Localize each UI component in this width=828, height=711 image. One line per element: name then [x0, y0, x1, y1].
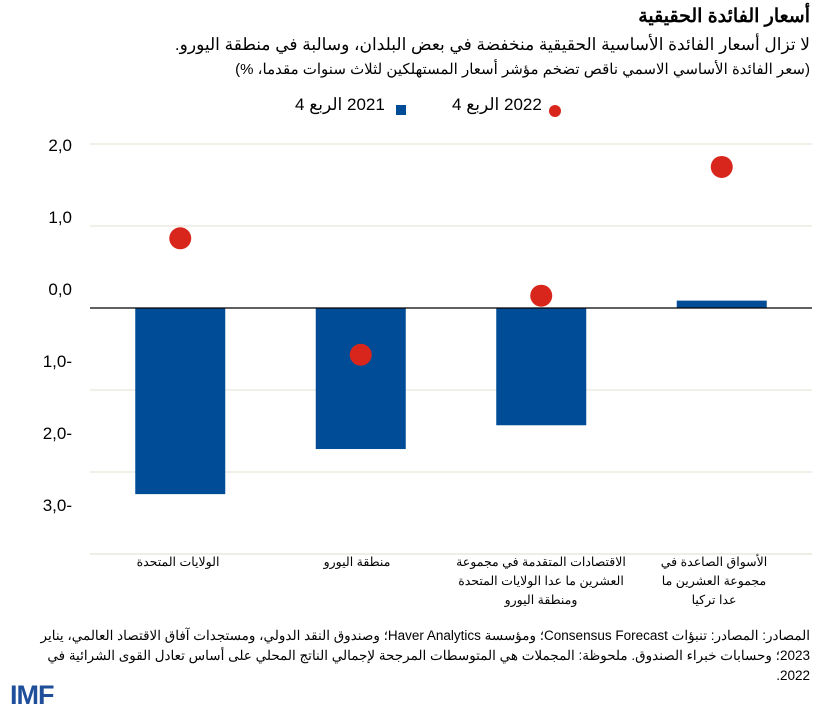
legend-dot-marker [549, 105, 561, 117]
category-label: الاقتصادات المتقدمة في مجموعة العشرين ما… [456, 555, 626, 607]
chart-title: أسعار الفائدة الحقيقية [638, 6, 810, 27]
bar [676, 300, 767, 308]
legend-label-2021: 2021 الربع 4 [295, 95, 385, 114]
bar [496, 308, 587, 426]
imf-logo: IMF [10, 680, 54, 710]
bar [135, 308, 226, 495]
footer-sources: المصادر: المصادر: تنبؤات Consensus Forec… [40, 628, 811, 683]
dot-marker [710, 155, 733, 178]
legend-label-2022: 2022 الربع 4 [452, 95, 542, 114]
category-label: الأسواق الصاعدة في مجموعة العشرين ما عدا… [660, 555, 768, 607]
category-label: منطقة اليورو [323, 555, 391, 569]
chart-subtitle: لا تزال أسعار الفائدة الأساسية الحقيقية … [174, 35, 810, 54]
dot-marker [169, 227, 192, 250]
y-tick-label: 3,0- [43, 496, 72, 515]
chart-note: (سعر الفائدة الأساسي الاسمي ناقص تضخم مؤ… [235, 61, 810, 78]
legend: 2022 الربع 4 2021 الربع 4 [0, 95, 828, 117]
y-tick-label: 2,0 [48, 136, 72, 155]
y-tick-label: 1,0- [43, 352, 72, 371]
legend-bar-marker [396, 105, 406, 115]
bar [315, 308, 406, 450]
y-tick-label: 1,0 [48, 208, 72, 227]
y-tick-label: 0,0 [48, 280, 72, 299]
category-label: الولايات المتحدة [136, 555, 220, 569]
dot-marker [530, 284, 553, 307]
y-tick-label: 2,0- [43, 424, 72, 443]
dot-marker [349, 343, 372, 366]
